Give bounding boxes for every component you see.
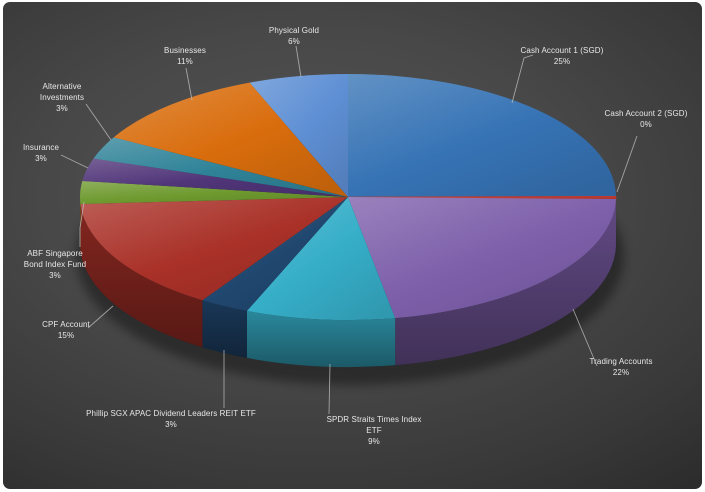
label-pct: 3% xyxy=(56,103,68,113)
label-text: Businesses xyxy=(164,46,206,55)
label-text: Cash Account 2 (SGD) xyxy=(604,109,688,118)
pie-slice-trading-accounts-side xyxy=(395,199,616,366)
label-abf-bond-fund[interactable]: ABF Singapore Bond Index Fund 3% xyxy=(22,249,88,281)
label-insurance[interactable]: Insurance 3% xyxy=(11,143,71,165)
leader-line-spdr-straits-times-index-etf xyxy=(328,363,331,415)
label-text: SPDR Straits Times Index ETF xyxy=(326,415,422,435)
label-text: Phillip SGX APAC Dividend Leaders REIT E… xyxy=(86,409,256,418)
pie-slice-businesses[interactable] xyxy=(113,82,348,197)
label-spdr-sti-etf[interactable]: SPDR Straits Times Index ETF 9% xyxy=(324,415,424,447)
label-pct: 6% xyxy=(288,36,300,46)
label-alternative-investments[interactable]: Alternative Investments 3% xyxy=(32,82,92,114)
label-text: CPF Account xyxy=(42,320,90,329)
label-cash-account-2-sgd[interactable]: Cash Account 2 (SGD) 0% xyxy=(596,109,696,131)
label-text: Physical Gold xyxy=(268,26,320,35)
pie-slice-alternative-investments[interactable] xyxy=(93,137,348,197)
leader-line-insurance xyxy=(60,154,89,169)
label-cash-account-1-sgd[interactable]: Cash Account 1 (SGD) 25% xyxy=(507,46,617,68)
pie-slice-cash-account-1-sgd[interactable] xyxy=(348,74,616,197)
leader-line-cpf-account xyxy=(87,305,114,329)
label-trading-accounts[interactable]: Trading Accounts 22% xyxy=(576,357,666,379)
pie-slice-cash-account-2-sgd[interactable] xyxy=(347,196,617,200)
pie-slice-phillip-sgx-apac-dividend-leaders-reit-etf[interactable] xyxy=(202,197,348,311)
pie-slice-physical-gold[interactable] xyxy=(249,74,348,197)
pie-slice-abf-singapore-bond-index-fund[interactable] xyxy=(80,180,348,205)
leader-line-trading-accounts xyxy=(572,308,598,367)
pie-slice-phillip-sgx-apac-dividend-leaders-reit-etf-side xyxy=(202,300,247,358)
label-physical-gold[interactable]: Physical Gold 6% xyxy=(259,26,329,48)
label-pct: 11% xyxy=(177,56,193,66)
label-businesses[interactable]: Businesses 11% xyxy=(150,46,220,68)
pie-slice-spdr-straits-times-index-etf[interactable] xyxy=(246,197,396,320)
label-text: ABF Singapore Bond Index Fund xyxy=(23,249,87,269)
leader-line-cash-account-1-sgd xyxy=(511,54,534,104)
pie-slice-spdr-straits-times-index-etf-side xyxy=(246,310,396,367)
label-pct: 3% xyxy=(49,270,61,280)
label-text: Alternative Investments xyxy=(39,82,85,102)
leader-line-physical-gold xyxy=(295,45,302,78)
pie-slice-insurance[interactable] xyxy=(82,158,348,197)
label-pct: 3% xyxy=(165,419,177,429)
label-text: Insurance xyxy=(22,143,60,152)
label-pct: 3% xyxy=(35,153,47,163)
pie-slice-trading-accounts[interactable] xyxy=(348,197,616,319)
label-phillip-reit-etf[interactable]: Phillip SGX APAC Dividend Leaders REIT E… xyxy=(66,409,276,431)
leader-line-abf-singapore-bond-index-fund xyxy=(79,201,85,247)
pie-slice-cpf-account-side xyxy=(80,204,203,348)
pie-slice-cpf-account[interactable] xyxy=(80,197,348,301)
label-pct: 25% xyxy=(553,56,571,66)
label-text: Trading Accounts xyxy=(589,357,653,366)
label-pct: 0% xyxy=(640,119,652,129)
label-pct: 22% xyxy=(612,367,630,377)
label-cpf-account[interactable]: CPF Account 15% xyxy=(31,320,101,342)
label-pct: 9% xyxy=(368,436,380,446)
label-pct: 15% xyxy=(57,330,75,340)
leader-line-alternative-investments xyxy=(85,103,112,141)
label-text: Cash Account 1 (SGD) xyxy=(520,46,604,55)
leader-line-cash-account-2-sgd xyxy=(616,135,638,193)
leader-line-businesses xyxy=(185,67,193,101)
